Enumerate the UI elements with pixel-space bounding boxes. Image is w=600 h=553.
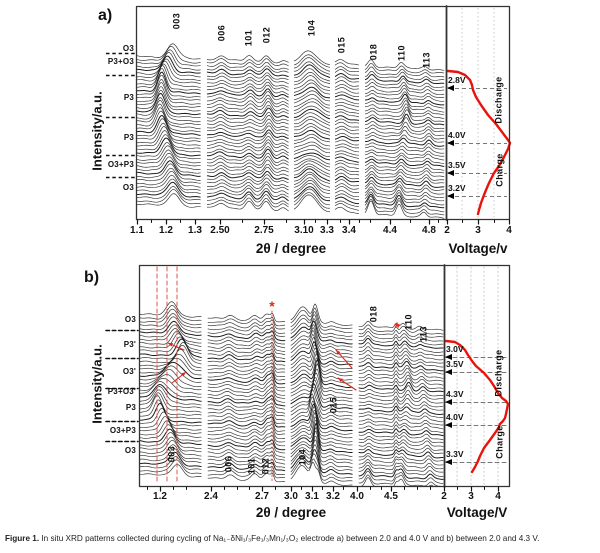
peak-label-104: 104 <box>306 19 317 37</box>
x-tick-label-a: 3.4 <box>342 225 356 236</box>
x-tick-label-a: 1.2 <box>159 225 173 236</box>
panel-a-x-axis-label: 2θ / degree <box>255 241 327 256</box>
voltage-tick-label-b: 4 <box>495 491 501 502</box>
phase-label-b: O3' <box>122 367 136 376</box>
direction-label-b: Discharge <box>493 349 504 397</box>
peak-label-018: 018 <box>368 43 379 61</box>
voltage-tick-label-a: 4 <box>506 225 512 236</box>
figure-caption-number: Figure 1. <box>5 534 40 543</box>
figure-caption: Figure 1. In situ XRD patterns collected… <box>5 533 597 543</box>
phase-label-a: O3 <box>122 183 134 192</box>
phase-label-a: O3 <box>122 44 134 53</box>
phase-label-b: P3+O3' <box>107 387 136 396</box>
voltage-annotation-a: 2.8V <box>448 75 466 85</box>
phase-label-b: O3+P3 <box>109 426 136 435</box>
phase-label-a: P3 <box>123 93 134 102</box>
phase-label-b: O3 <box>124 315 136 324</box>
voltage-annotation-a: 3.2V <box>448 183 466 193</box>
peak-label-006: 006 <box>216 24 227 42</box>
x-tick-label-b: 2.4 <box>204 491 218 502</box>
direction-label-b: Charge <box>494 425 505 459</box>
x-tick-label-b: 3.1 <box>305 491 319 502</box>
peak-label-101: 101 <box>246 457 257 475</box>
peak-label-003: 003 <box>171 12 182 30</box>
x-tick-label-a: 2.50 <box>210 225 230 236</box>
panel-b-y-axis-label: Intensity/a.u. <box>89 344 105 424</box>
panel-b-label: b) <box>84 269 100 286</box>
x-tick-label-b: 4.0 <box>350 491 364 502</box>
phase-label-a: P3+O3 <box>107 57 134 66</box>
peak-label-101: 101 <box>243 29 254 47</box>
voltage-annotation-b: 3.0V <box>446 344 464 354</box>
peak-label-113: 113 <box>418 325 429 343</box>
x-tick-label-b: 2.7 <box>255 491 269 502</box>
x-tick-label-a: 2.75 <box>254 225 274 236</box>
panel-b-voltage-axis-label: Voltage/V <box>446 505 508 520</box>
peak-label-104: 104 <box>297 448 308 466</box>
peak-label-012: 012 <box>261 26 272 44</box>
panel-b-x-axis-label: 2θ / degree <box>255 505 327 520</box>
x-tick-label-a: 3.3 <box>320 225 334 236</box>
x-tick-label-b: 3.2 <box>326 491 340 502</box>
x-tick-label-b: 4.5 <box>384 491 398 502</box>
x-tick-label-b: 1.2 <box>153 491 167 502</box>
peak-label-110: 110 <box>396 44 407 62</box>
voltage-annotation-b: 3.5V <box>446 359 464 369</box>
voltage-tick-label-a: 2 <box>444 225 450 236</box>
voltage-annotation-b: 4.3V <box>446 389 464 399</box>
phase-label-a: O3+P3 <box>107 160 134 169</box>
peak-label-003: 003 <box>166 445 177 463</box>
x-tick-label-b: 3.0 <box>284 491 298 502</box>
peak-label-113: 113 <box>421 51 432 69</box>
voltage-annotation-a: 4.0V <box>448 130 466 140</box>
red-asterisk: * <box>394 319 400 335</box>
panel-a-y-axis-label: Intensity/a.u. <box>89 91 105 171</box>
peak-label-012: 012 <box>260 457 271 475</box>
peak-label-015: 015 <box>328 396 339 414</box>
x-tick-label-a: 4.4 <box>383 225 397 236</box>
panel-a-label: a) <box>98 7 113 24</box>
direction-label-a: Discharge <box>493 76 504 124</box>
voltage-annotation-b: 3.3V <box>446 449 464 459</box>
x-tick-label-a: 1.3 <box>188 225 202 236</box>
direction-label-a: Charge <box>494 153 505 187</box>
voltage-annotation-a: 3.5V <box>448 160 466 170</box>
phase-label-a: P3 <box>123 133 134 142</box>
peak-label-018: 018 <box>368 305 379 323</box>
voltage-tick-label-b: 2 <box>441 491 447 502</box>
phase-label-b: P3 <box>125 403 136 412</box>
voltage-annotation-b: 4.0V <box>446 412 464 422</box>
phase-label-b: P3' <box>123 340 136 349</box>
x-tick-label-a: 4.8 <box>422 225 436 236</box>
voltage-tick-label-b: 3 <box>468 491 474 502</box>
peak-label-015: 015 <box>336 36 347 54</box>
x-tick-label-a: 1.1 <box>130 225 144 236</box>
figure-caption-text: In situ XRD patterns collected during cy… <box>39 534 540 543</box>
voltage-tick-label-a: 3 <box>475 225 481 236</box>
peak-label-006: 006 <box>223 455 234 473</box>
red-asterisk: * <box>269 298 275 314</box>
x-tick-label-a: 3.10 <box>294 225 314 236</box>
peak-label-110: 110 <box>403 313 414 331</box>
panel-a-voltage-axis-label: Voltage/v <box>448 241 508 256</box>
phase-label-b: O3 <box>124 446 136 455</box>
